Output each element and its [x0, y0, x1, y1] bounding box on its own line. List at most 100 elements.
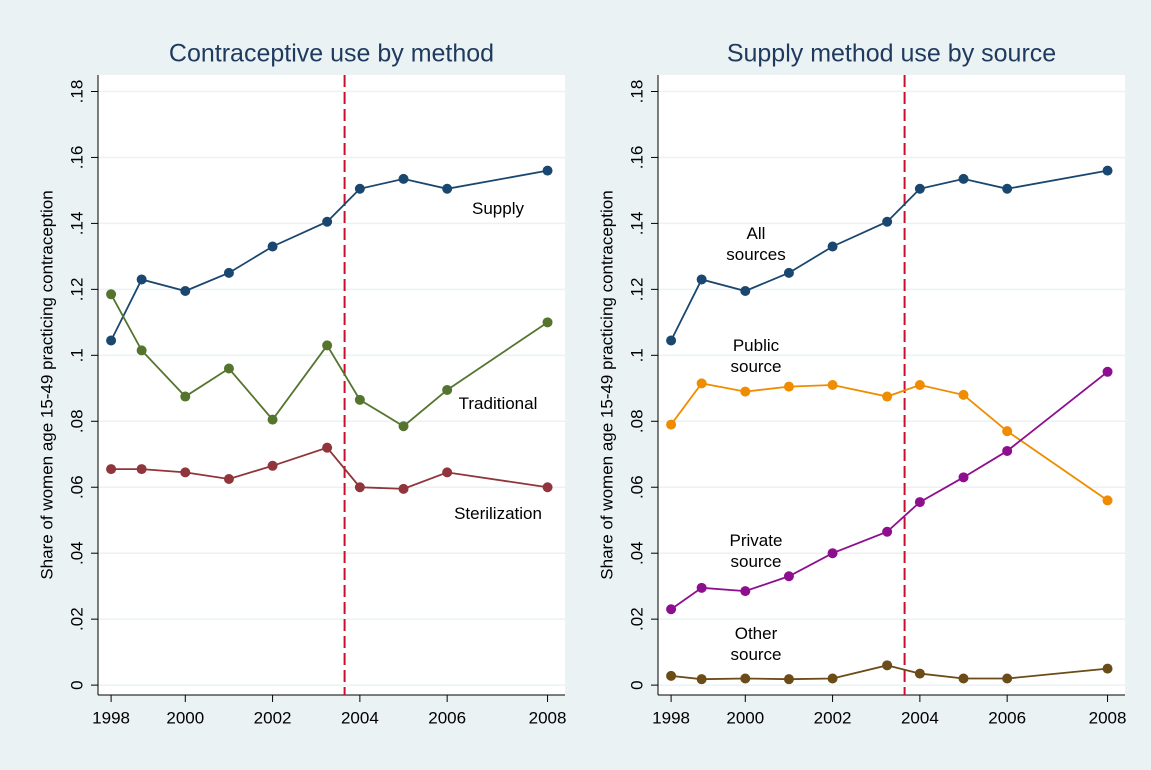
point — [696, 378, 707, 389]
point — [1102, 663, 1113, 674]
y-tick-label: .08 — [627, 409, 646, 433]
y-tick-label: .12 — [627, 278, 646, 302]
point — [666, 604, 677, 615]
y-tick-label: .02 — [67, 607, 86, 631]
point — [267, 460, 278, 471]
point — [740, 586, 751, 597]
point — [354, 482, 365, 493]
y-tick-label: .08 — [67, 409, 86, 433]
point — [958, 673, 969, 684]
series-line — [670, 169, 1108, 341]
series-label: Traditional — [459, 394, 538, 413]
point — [1002, 183, 1013, 194]
point — [882, 216, 893, 227]
y-tick-label: .14 — [67, 212, 86, 236]
series-label: Supply — [472, 198, 524, 218]
x-tick-label: 1998 — [92, 708, 130, 727]
x-tick-label: 2006 — [428, 708, 466, 727]
point — [223, 363, 234, 374]
series-line — [670, 382, 1109, 502]
y-tick-label: .1 — [627, 348, 646, 362]
point — [322, 340, 333, 351]
x-tick-label: 2000 — [726, 708, 764, 727]
series-label: Public source — [730, 336, 782, 376]
x-tick-label: 2004 — [901, 708, 939, 727]
point — [180, 467, 191, 478]
point — [136, 464, 147, 475]
point — [223, 267, 234, 278]
point — [106, 289, 117, 300]
series-label-text: All sources — [726, 224, 786, 264]
point — [914, 668, 925, 679]
point — [354, 394, 365, 405]
x-tick-label: 2006 — [988, 708, 1026, 727]
point — [958, 173, 969, 184]
point — [223, 473, 234, 484]
point — [882, 526, 893, 537]
y-tick-label: .04 — [67, 541, 86, 565]
series-line — [110, 293, 549, 428]
point — [267, 414, 278, 425]
series-label: Other source — [730, 624, 782, 664]
point — [180, 391, 191, 402]
point — [827, 380, 838, 390]
series-label-text: Public source — [730, 336, 782, 376]
point — [666, 335, 677, 346]
plot-area — [98, 75, 565, 695]
point — [914, 497, 925, 508]
series-label-text: Other source — [730, 624, 782, 664]
series-label-text: Supply — [472, 198, 524, 218]
point — [666, 670, 677, 681]
series-line — [670, 371, 1109, 610]
point — [958, 472, 969, 483]
point — [783, 571, 794, 582]
point — [783, 267, 794, 278]
y-tick-label: 0 — [627, 680, 646, 689]
point — [740, 673, 751, 684]
point — [442, 384, 453, 395]
y-tick-label: 0 — [67, 680, 86, 689]
chart-title: Contraceptive use by method — [169, 40, 494, 68]
y-axis-title: Share of women age 15-49 practicing cont… — [37, 190, 56, 579]
point — [958, 389, 969, 400]
point — [106, 335, 117, 346]
y-tick-label: .12 — [67, 278, 86, 302]
series-line — [110, 169, 548, 341]
series-label: Private source — [729, 531, 783, 571]
point — [542, 165, 553, 176]
point — [180, 286, 191, 297]
point — [136, 345, 147, 356]
point — [267, 241, 278, 252]
point — [136, 274, 147, 285]
point — [827, 241, 838, 252]
point — [783, 674, 794, 685]
point — [740, 286, 751, 297]
point — [442, 183, 453, 194]
chart-title: Supply method use by source — [727, 40, 1056, 68]
series-label-text: Private source — [729, 531, 783, 571]
x-tick-label: 2002 — [814, 708, 852, 727]
point — [106, 464, 117, 475]
series-line — [670, 664, 1108, 681]
y-tick-label: .1 — [67, 348, 86, 362]
point — [696, 582, 707, 593]
point — [1102, 495, 1113, 506]
point — [354, 183, 365, 194]
point — [398, 483, 409, 494]
y-tick-label: .16 — [67, 146, 86, 170]
point — [1002, 426, 1013, 437]
point — [322, 216, 333, 227]
point — [1102, 165, 1113, 176]
y-tick-label: .06 — [627, 475, 646, 499]
point — [696, 274, 707, 285]
y-tick-label: .18 — [627, 80, 646, 104]
series-label: All sources — [726, 224, 786, 264]
point — [914, 380, 925, 390]
point — [1102, 366, 1113, 377]
plot-area — [658, 75, 1125, 695]
point — [882, 391, 893, 402]
point — [542, 317, 553, 328]
x-tick-label: 2002 — [254, 708, 292, 727]
